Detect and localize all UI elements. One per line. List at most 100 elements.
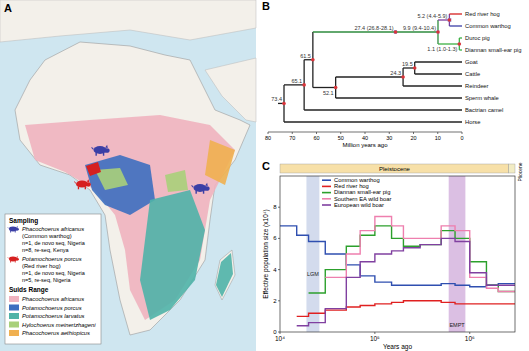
tick bbox=[437, 132, 438, 134]
pig-leg bbox=[203, 191, 204, 194]
tick-label: 30 bbox=[386, 135, 392, 141]
tick bbox=[268, 132, 269, 134]
europe bbox=[0, 0, 256, 42]
legend-species: Potamochoerus porcus bbox=[22, 256, 82, 262]
tick bbox=[278, 207, 280, 208]
branch bbox=[459, 49, 462, 50]
node-label: 52.1 bbox=[323, 90, 334, 96]
legend-label: Diannan small-ear pig bbox=[334, 189, 390, 195]
series-line bbox=[297, 238, 515, 325]
node-label: 9.9 (9.4-10.4) bbox=[403, 25, 436, 31]
pig-ear bbox=[16, 226, 18, 228]
range-area bbox=[165, 170, 188, 192]
legend-swatch bbox=[9, 296, 19, 302]
branch bbox=[336, 97, 462, 98]
tick-label: 0 bbox=[460, 135, 463, 141]
axis-title: Million years ago bbox=[342, 142, 388, 148]
leaf-label: Diannan small-ear pig bbox=[465, 47, 521, 53]
annotation-band bbox=[306, 176, 319, 332]
node-dot bbox=[448, 18, 452, 22]
legend-sample: n=5, re-seq, Nigeria bbox=[22, 277, 71, 283]
pig-leg bbox=[95, 153, 96, 156]
legend-range: Potamochoerus larvatus bbox=[22, 313, 85, 319]
pig-ear bbox=[87, 179, 89, 182]
pig-leg bbox=[103, 153, 104, 156]
range-area bbox=[216, 253, 233, 297]
legend-sample: n=1, de novo seq, Nigeria bbox=[22, 270, 86, 276]
branch bbox=[313, 87, 336, 88]
map-legend bbox=[5, 214, 101, 344]
pig-tail bbox=[92, 147, 94, 149]
tick-label: 50 bbox=[338, 135, 344, 141]
node-label: 65.1 bbox=[291, 78, 302, 84]
tick bbox=[462, 132, 463, 134]
panel-b: BRed river hogCommon warthog5.2 (4.4-5.9… bbox=[262, 0, 521, 148]
branch bbox=[449, 13, 462, 14]
epoch-band bbox=[280, 164, 509, 173]
range-area bbox=[205, 140, 235, 185]
node-label: 27.4 (26.8-28.1) bbox=[354, 25, 393, 31]
branch bbox=[284, 121, 462, 122]
node-label: 61.5 bbox=[300, 53, 311, 59]
node-dot bbox=[311, 58, 315, 62]
tree-branches bbox=[278, 14, 462, 122]
epoch-label: Pliocene bbox=[517, 162, 523, 181]
pig-leg bbox=[10, 261, 12, 263]
node-dot bbox=[394, 30, 398, 34]
node-label: 24.3 bbox=[390, 70, 401, 76]
tick bbox=[278, 269, 280, 270]
tick-label: 10 bbox=[435, 135, 441, 141]
annotation-label: LGM bbox=[307, 271, 319, 277]
legend: Common warthogRed river hogDiannan small… bbox=[322, 177, 391, 208]
branch bbox=[449, 25, 462, 26]
pig-tail bbox=[8, 257, 9, 258]
tick bbox=[413, 132, 414, 134]
branch bbox=[459, 37, 462, 38]
tick-label: 10⁴ bbox=[275, 335, 285, 342]
panel-c: CPleistocenePliocene0246810⁴10⁵10⁶Years … bbox=[262, 160, 523, 351]
panel-label: B bbox=[262, 0, 270, 12]
panel-a: ASamplingPhacochoerus africanus(Common w… bbox=[0, 0, 256, 351]
pig-leg bbox=[85, 186, 86, 189]
node-dot bbox=[413, 66, 417, 70]
node-label: 19.5 bbox=[402, 61, 413, 67]
sampling-area bbox=[86, 162, 101, 176]
legend-range: Phacochoerus aethiopicus bbox=[22, 330, 90, 336]
legend-swatch bbox=[322, 192, 331, 194]
annotation-band bbox=[449, 176, 466, 332]
pig-leg bbox=[10, 231, 12, 233]
tick-label: 4 bbox=[273, 267, 277, 273]
tick-label: 2 bbox=[273, 298, 277, 304]
legend-common-name: (Red river hog) bbox=[22, 263, 61, 269]
leaf-label: Reindeer bbox=[465, 83, 489, 89]
legend-label: European wild boar bbox=[334, 202, 384, 208]
pig-tail bbox=[74, 182, 76, 184]
legend-swatch bbox=[9, 313, 19, 319]
tick-label: 10⁵ bbox=[370, 335, 380, 342]
legend-title: Sampling bbox=[9, 217, 38, 225]
branch bbox=[304, 109, 462, 110]
pig-icon bbox=[8, 256, 19, 263]
range-area bbox=[85, 155, 155, 215]
annotation-label: EMPT bbox=[449, 322, 465, 328]
ocean bbox=[0, 0, 256, 351]
tick bbox=[278, 300, 280, 301]
tick-label: 60 bbox=[313, 135, 319, 141]
legend-common-name: (Common warthog) bbox=[22, 233, 72, 239]
tick-label: 40 bbox=[362, 135, 368, 141]
tick-label: 8 bbox=[273, 204, 277, 210]
node-dot bbox=[436, 30, 440, 34]
ci-bar bbox=[448, 18, 452, 22]
ci-bar bbox=[437, 30, 439, 34]
legend-swatch bbox=[322, 179, 331, 181]
tick-label: 80 bbox=[265, 135, 271, 141]
pig-tail bbox=[192, 185, 194, 187]
branch bbox=[396, 31, 438, 32]
legend-range: Hylochoerus meinertzhageni bbox=[22, 322, 96, 328]
leaf-label: Cattle bbox=[465, 71, 480, 77]
pig-icon bbox=[92, 145, 110, 156]
branch bbox=[313, 31, 396, 32]
branch bbox=[336, 76, 403, 77]
branch bbox=[415, 73, 462, 74]
epoch-band bbox=[509, 164, 515, 173]
